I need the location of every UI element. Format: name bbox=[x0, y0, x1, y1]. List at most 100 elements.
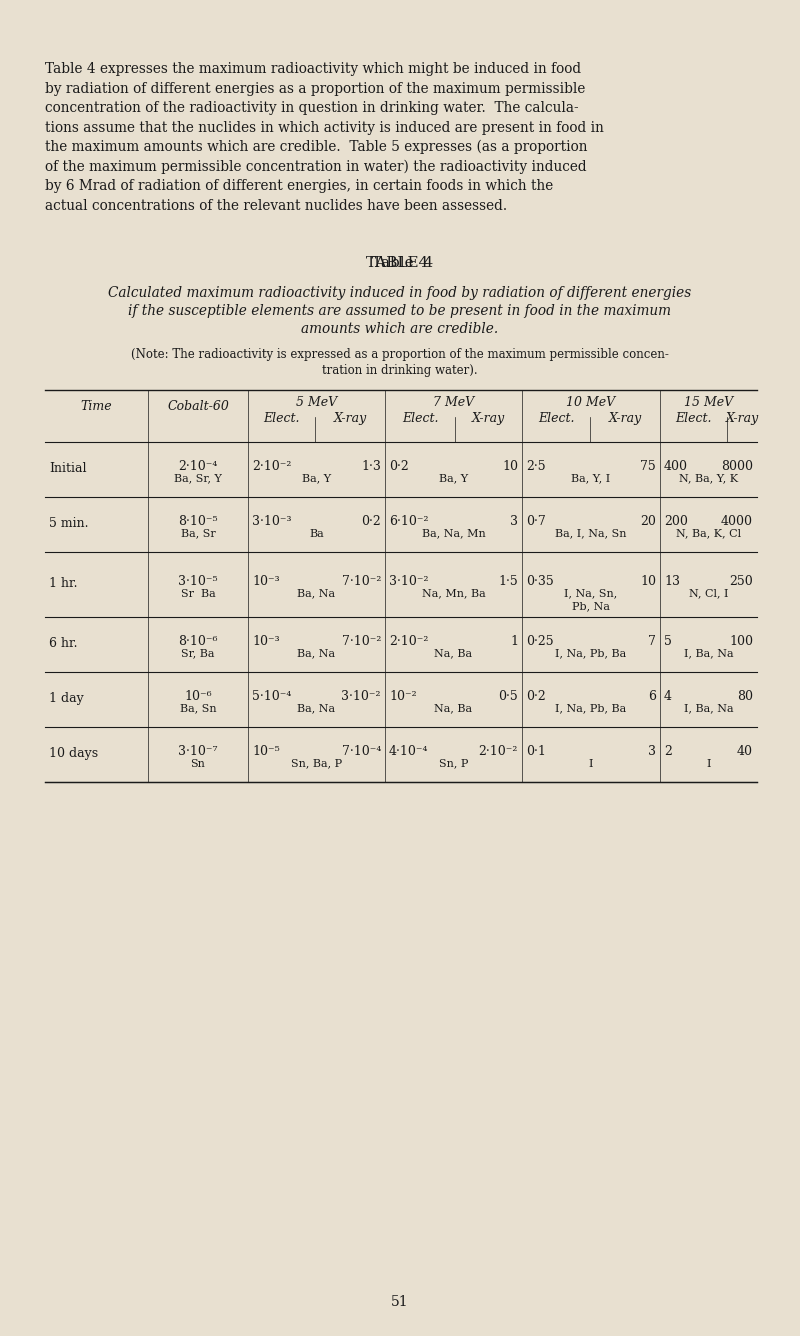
Text: 2·10⁻²: 2·10⁻² bbox=[252, 460, 291, 473]
Text: Calculated maximum radioactivity induced in food by radiation of different energ: Calculated maximum radioactivity induced… bbox=[108, 286, 692, 301]
Text: Elect.: Elect. bbox=[402, 411, 438, 425]
Text: 20: 20 bbox=[640, 514, 656, 528]
Text: tration in drinking water).: tration in drinking water). bbox=[322, 363, 478, 377]
Text: the maximum amounts which are credible.  Table 5 expresses (as a proportion: the maximum amounts which are credible. … bbox=[45, 140, 587, 155]
Text: 0·7: 0·7 bbox=[526, 514, 546, 528]
Text: 3·10⁻²: 3·10⁻² bbox=[342, 689, 381, 703]
Text: Table 4 expresses the maximum radioactivity which might be induced in food: Table 4 expresses the maximum radioactiv… bbox=[45, 61, 581, 76]
Text: Ba, Sr, Y: Ba, Sr, Y bbox=[174, 473, 222, 484]
Text: Ba, Na, Mn: Ba, Na, Mn bbox=[422, 529, 486, 538]
Text: 5·10⁻⁴: 5·10⁻⁴ bbox=[252, 689, 291, 703]
Text: 1: 1 bbox=[510, 635, 518, 648]
Text: Ba, Y: Ba, Y bbox=[302, 473, 331, 484]
Text: 6·10⁻²: 6·10⁻² bbox=[389, 514, 429, 528]
Text: 13: 13 bbox=[664, 574, 680, 588]
Text: 0·1: 0·1 bbox=[526, 744, 546, 758]
Text: 8000: 8000 bbox=[721, 460, 753, 473]
Text: 3·10⁻²: 3·10⁻² bbox=[389, 574, 429, 588]
Text: I, Na, Sn,: I, Na, Sn, bbox=[564, 588, 618, 599]
Text: 8·10⁻⁶: 8·10⁻⁶ bbox=[178, 635, 218, 648]
Text: Elect.: Elect. bbox=[675, 411, 712, 425]
Text: 10 MeV: 10 MeV bbox=[566, 395, 615, 409]
Text: N, Cl, I: N, Cl, I bbox=[689, 588, 728, 599]
Text: Ba, Y: Ba, Y bbox=[439, 473, 468, 484]
Text: 100: 100 bbox=[729, 635, 753, 648]
Text: X-ray: X-ray bbox=[608, 411, 642, 425]
Text: 0·2: 0·2 bbox=[362, 514, 381, 528]
Text: 3: 3 bbox=[648, 744, 656, 758]
Text: 10⁻²: 10⁻² bbox=[389, 689, 417, 703]
Text: 10 days: 10 days bbox=[49, 747, 98, 759]
Text: Ba, Na: Ba, Na bbox=[298, 648, 335, 659]
Text: Na, Ba: Na, Ba bbox=[434, 704, 473, 713]
Text: Elect.: Elect. bbox=[263, 411, 300, 425]
Text: Ba: Ba bbox=[309, 529, 324, 538]
Text: 51: 51 bbox=[391, 1295, 409, 1309]
Text: X-ray: X-ray bbox=[334, 411, 366, 425]
Text: 0·25: 0·25 bbox=[526, 635, 554, 648]
Text: 250: 250 bbox=[730, 574, 753, 588]
Text: 4000: 4000 bbox=[721, 514, 753, 528]
Text: N, Ba, Y, K: N, Ba, Y, K bbox=[679, 473, 738, 484]
Text: 2: 2 bbox=[664, 744, 672, 758]
Text: X-ray: X-ray bbox=[726, 411, 758, 425]
Text: X-ray: X-ray bbox=[472, 411, 505, 425]
Text: 1·3: 1·3 bbox=[361, 460, 381, 473]
Text: Ba, Na: Ba, Na bbox=[298, 588, 335, 599]
Text: 1 day: 1 day bbox=[49, 692, 84, 704]
Text: (Note: The radioactivity is expressed as a proportion of the maximum permissible: (Note: The radioactivity is expressed as… bbox=[131, 347, 669, 361]
Text: 10⁻⁵: 10⁻⁵ bbox=[252, 744, 280, 758]
Text: 10⁻³: 10⁻³ bbox=[252, 574, 280, 588]
Text: Sr, Ba: Sr, Ba bbox=[182, 648, 214, 659]
Text: Time: Time bbox=[81, 399, 112, 413]
Text: 7: 7 bbox=[648, 635, 656, 648]
Text: I, Ba, Na: I, Ba, Na bbox=[684, 648, 734, 659]
Text: 6 hr.: 6 hr. bbox=[49, 636, 78, 649]
Text: 5 MeV: 5 MeV bbox=[296, 395, 337, 409]
Text: 7·10⁻⁴: 7·10⁻⁴ bbox=[342, 744, 381, 758]
Text: 8·10⁻⁵: 8·10⁻⁵ bbox=[178, 514, 218, 528]
Text: I, Na, Pb, Ba: I, Na, Pb, Ba bbox=[555, 648, 626, 659]
Text: 15 MeV: 15 MeV bbox=[684, 395, 733, 409]
Text: Elect.: Elect. bbox=[538, 411, 574, 425]
Text: 0·5: 0·5 bbox=[498, 689, 518, 703]
Text: 200: 200 bbox=[664, 514, 688, 528]
Text: Sn: Sn bbox=[190, 759, 206, 768]
Text: I: I bbox=[706, 759, 710, 768]
Text: 5: 5 bbox=[664, 635, 672, 648]
Text: 10⁻³: 10⁻³ bbox=[252, 635, 280, 648]
Text: Sn, P: Sn, P bbox=[439, 759, 468, 768]
Text: TABLE 4: TABLE 4 bbox=[366, 257, 434, 270]
Text: if the susceptible elements are assumed to be present in food in the maximum: if the susceptible elements are assumed … bbox=[129, 305, 671, 318]
Text: Ba, Sr: Ba, Sr bbox=[181, 529, 215, 538]
Text: Cobalt-60: Cobalt-60 bbox=[167, 399, 229, 413]
Text: Na, Ba: Na, Ba bbox=[434, 648, 473, 659]
Text: concentration of the radioactivity in question in drinking water.  The calcula-: concentration of the radioactivity in qu… bbox=[45, 102, 578, 115]
Text: 2·10⁻²: 2·10⁻² bbox=[478, 744, 518, 758]
Text: 7 MeV: 7 MeV bbox=[433, 395, 474, 409]
Text: 80: 80 bbox=[737, 689, 753, 703]
Text: 10: 10 bbox=[502, 460, 518, 473]
Text: 3·10⁻⁷: 3·10⁻⁷ bbox=[178, 744, 218, 758]
Text: 10: 10 bbox=[640, 574, 656, 588]
Text: 10⁻⁶: 10⁻⁶ bbox=[184, 689, 212, 703]
Text: 75: 75 bbox=[640, 460, 656, 473]
Text: 2·10⁻⁴: 2·10⁻⁴ bbox=[178, 460, 218, 473]
Text: I: I bbox=[589, 759, 594, 768]
Text: 4: 4 bbox=[664, 689, 672, 703]
Text: Table 4: Table 4 bbox=[372, 257, 428, 270]
Text: 3: 3 bbox=[510, 514, 518, 528]
Text: I, Na, Pb, Ba: I, Na, Pb, Ba bbox=[555, 704, 626, 713]
Text: Ba, I, Na, Sn: Ba, I, Na, Sn bbox=[555, 529, 626, 538]
Text: N, Ba, K, Cl: N, Ba, K, Cl bbox=[676, 529, 741, 538]
Text: 40: 40 bbox=[737, 744, 753, 758]
Text: 0·2: 0·2 bbox=[389, 460, 409, 473]
Text: 6: 6 bbox=[648, 689, 656, 703]
Text: 0·2: 0·2 bbox=[526, 689, 546, 703]
Text: Initial: Initial bbox=[49, 461, 86, 474]
Text: 7·10⁻²: 7·10⁻² bbox=[342, 635, 381, 648]
Text: I, Ba, Na: I, Ba, Na bbox=[684, 704, 734, 713]
Text: 5 min.: 5 min. bbox=[49, 517, 89, 529]
Text: 1·5: 1·5 bbox=[498, 574, 518, 588]
Text: Ba, Y, I: Ba, Y, I bbox=[571, 473, 610, 484]
